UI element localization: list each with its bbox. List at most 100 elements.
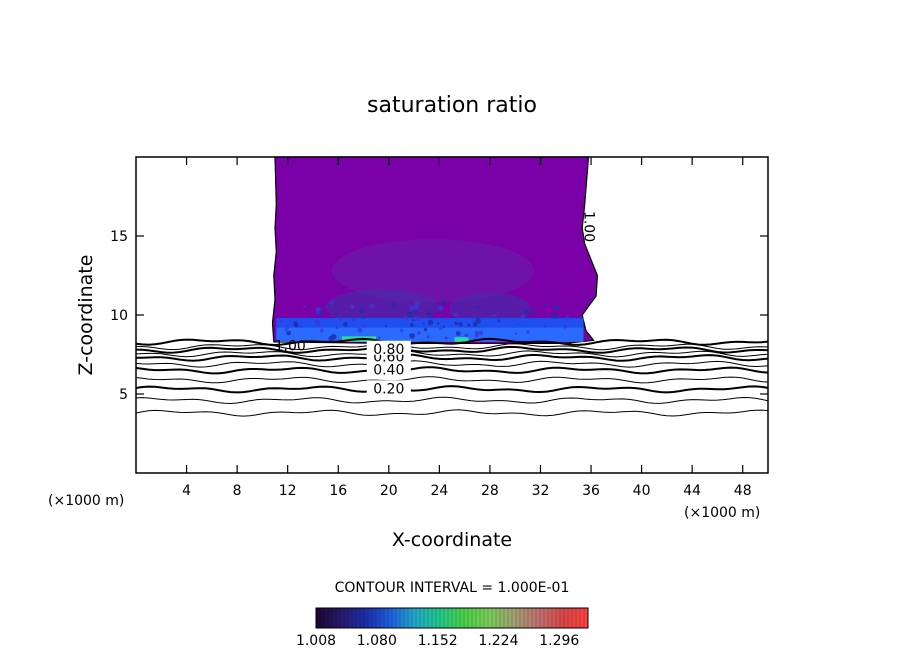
y-tick-label: 10 <box>110 308 128 324</box>
x-tick-label: 4 <box>182 483 191 499</box>
cloud-speckle <box>384 324 387 328</box>
cloud-speckle <box>423 327 428 332</box>
cloud-speckle <box>314 319 321 326</box>
x-axis-label: X-coordinate <box>392 529 512 551</box>
cloud-speckle <box>565 318 568 322</box>
cloud-speckle <box>359 308 365 314</box>
cloud-speckle <box>409 306 414 311</box>
cloud-speckle <box>328 335 334 342</box>
cloud-speckle <box>319 328 324 333</box>
x-tick-label: 24 <box>430 483 448 499</box>
cloud-speckle <box>413 305 417 310</box>
cloud-speckle <box>351 317 356 322</box>
cloud-speckle <box>476 305 479 309</box>
cloud-speckle <box>399 328 404 333</box>
contour-line-labeled <box>135 385 769 394</box>
cloud-speckle <box>294 324 299 328</box>
cloud-speckle <box>454 321 457 324</box>
contour-label: 0.20 <box>373 381 404 397</box>
cloud-speckle <box>350 304 355 309</box>
contour-label-bg <box>366 340 411 355</box>
cloud-speckle <box>426 310 432 316</box>
x-tick-label: 36 <box>582 483 600 499</box>
cloud-speckle <box>478 330 484 336</box>
cloud-speckle <box>554 304 560 310</box>
cloud-speckle <box>444 336 448 340</box>
cloud-speckle <box>378 336 381 339</box>
cloud-speckle <box>414 300 421 307</box>
cloud-speckle <box>335 326 338 329</box>
colorbar-tick-label: 1.296 <box>539 633 579 649</box>
x-unit-label: (×1000 m) <box>48 493 124 509</box>
cloud-speckle <box>442 325 446 329</box>
cloud-speckle <box>284 328 287 331</box>
cloud-speckle <box>437 322 440 325</box>
x-tick-label: 12 <box>279 483 297 499</box>
cloud-highlight-right <box>454 337 469 342</box>
cloud-speckle <box>361 324 365 328</box>
cloud-speckle <box>492 314 496 317</box>
x-tick-label: 8 <box>233 483 242 499</box>
cloud-speckle <box>524 309 529 314</box>
chart-title: saturation ratio <box>367 93 537 118</box>
cloud-speckle <box>279 319 284 323</box>
cloud-speckle <box>565 314 569 319</box>
cloud-speckle <box>439 326 443 331</box>
contour-line-labeled <box>135 366 769 375</box>
x-tick-label: 28 <box>481 483 499 499</box>
x-tick-label: 40 <box>633 483 651 499</box>
cloud-speckle <box>406 311 413 318</box>
cloud-speckle <box>545 316 549 320</box>
cloud-speckle <box>472 322 478 327</box>
cloud-speckle <box>445 316 448 320</box>
contour-line <box>135 409 769 417</box>
cloud-speckle <box>369 303 375 308</box>
cloud-speckle <box>359 302 362 305</box>
contour-label-bg <box>366 361 411 376</box>
cloud-speckle <box>298 324 302 328</box>
cloud-speckle <box>455 331 461 336</box>
contour-line-labeled <box>135 345 769 354</box>
cloud-speckle <box>339 317 343 322</box>
cloud-speckle <box>427 319 434 326</box>
contour-line <box>135 343 769 351</box>
contour-line <box>135 360 769 368</box>
cloud-speckle <box>521 314 526 319</box>
cloud-speckle <box>425 317 429 320</box>
colorbar-tick-label: 1.152 <box>418 633 458 649</box>
colorbar-tick-label: 1.224 <box>478 633 518 649</box>
cloud-speckle <box>286 330 291 336</box>
cloud-speckle <box>334 313 338 317</box>
cloud-speckle <box>531 309 536 314</box>
y-axis-label: Z-coordinate <box>75 255 97 376</box>
cloud-speckle <box>518 322 521 325</box>
cloud-speckle <box>461 323 464 326</box>
contour-label: 0.80 <box>373 342 404 358</box>
cloud-speckle <box>284 325 290 330</box>
cloud-speckle <box>422 322 425 325</box>
cloud-speckle <box>330 301 334 305</box>
cloud-speckle <box>552 313 558 319</box>
colorbar: 1.008 1.080 1.152 1.224 1.296 <box>296 607 589 649</box>
x-tick-label: 16 <box>329 483 347 499</box>
y-tick-label: 15 <box>110 229 128 245</box>
cloud-speckle <box>464 333 467 337</box>
cloud-speckle <box>303 305 306 308</box>
x-tick-label: 32 <box>532 483 550 499</box>
contour-label: 0.40 <box>373 362 404 378</box>
cloud-speckle <box>474 330 480 336</box>
cloud-speckle <box>362 316 365 319</box>
cloud-speckle <box>413 310 418 314</box>
plot-area: 1.000.200.400.600.801.00 <box>135 156 769 417</box>
cloud-speckle <box>475 317 481 324</box>
cloud-speckle <box>409 333 415 339</box>
cloud-speckle <box>426 335 430 339</box>
cloud-speckle <box>409 322 414 328</box>
cloud-speckle <box>467 323 471 327</box>
cloud-speckle <box>543 324 547 328</box>
cloud-speckle <box>438 305 444 312</box>
contour-line-labeled <box>136 353 769 362</box>
contour-label-cloud-edge: 1.00 <box>581 211 597 242</box>
